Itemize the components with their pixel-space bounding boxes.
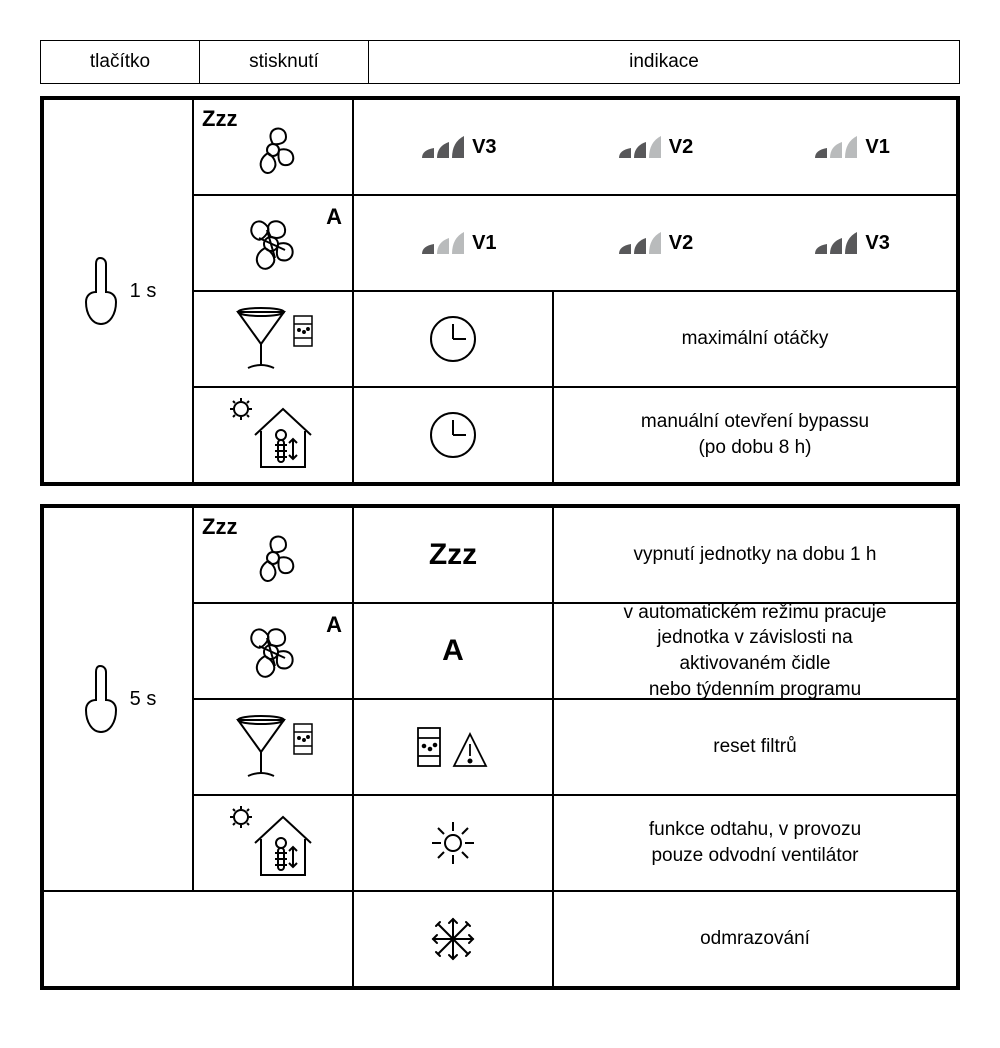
bars-2-icon (617, 134, 663, 160)
button-party-2 (193, 699, 353, 795)
empty-cell (43, 891, 353, 987)
snowflake-icon (428, 914, 478, 964)
desc-defrost: odmrazování (553, 891, 957, 987)
bars-2-icon (617, 230, 663, 256)
house-bypass-icon (225, 395, 321, 475)
button-zzz-fan-2: Zzz (193, 507, 353, 603)
press-short-label: 1 s (130, 280, 157, 303)
fan-auto-icon (237, 616, 309, 686)
button-bypass (193, 387, 353, 483)
desc-bypass: manuální otevření bypassu (po dobu 8 h) (553, 387, 957, 483)
speed-v1: V1 (813, 134, 889, 160)
indicator-a: A (353, 603, 553, 699)
fan-auto-icon (237, 208, 309, 278)
filter-warning-icon (408, 720, 498, 774)
speed-v3b: V3 (813, 230, 889, 256)
desc-auto: v automatickém režimu pracuje jednotka v… (553, 603, 957, 699)
speeds-row-inc: V1 V2 V3 (353, 195, 957, 291)
clock-indicator-2 (353, 387, 553, 483)
button-zzz-fan: Zzz (193, 99, 353, 195)
clock-indicator-1 (353, 291, 553, 387)
a-label: A (326, 612, 342, 638)
press-long-label: 5 s (130, 688, 157, 711)
desc-extract: funkce odtahu, v provozu pouze odvodní v… (553, 795, 957, 891)
speed-v2: V2 (617, 134, 693, 160)
zzz-label: Zzz (202, 514, 237, 540)
button-fan-auto-2: A (193, 603, 353, 699)
fan-icon (238, 115, 308, 180)
hand-icon (80, 660, 122, 738)
sun-icon (428, 818, 478, 868)
speed-v1b: V1 (420, 230, 496, 256)
speed-v2b: V2 (617, 230, 693, 256)
header-col2: stisknutí (200, 41, 369, 84)
indicator-sun (353, 795, 553, 891)
block-long-press: Zzz 5 s Zzz vypnutí jednotky na dobu 1 h (40, 504, 960, 990)
clock-icon (426, 312, 480, 366)
button-bypass-2 (193, 795, 353, 891)
header-col3: indikace (369, 41, 960, 84)
a-label: A (326, 204, 342, 230)
desc-reset: reset filtrů (553, 699, 957, 795)
bars-1-icon (420, 230, 466, 256)
zzz-label: Zzz (202, 106, 237, 132)
house-bypass-icon (225, 803, 321, 883)
indicator-filter-warn (353, 699, 553, 795)
desc-max: maximální otáčky (553, 291, 957, 387)
block-short-press: Zzz 1 s V3 (40, 96, 960, 486)
indicator-snowflake (353, 891, 553, 987)
desc-off1h: vypnutí jednotky na dobu 1 h (553, 507, 957, 603)
speed-v3: V3 (420, 134, 496, 160)
button-party (193, 291, 353, 387)
header-col1: tlačítko (41, 41, 200, 84)
bars-1-icon (813, 134, 859, 160)
button-fan-auto: A (193, 195, 353, 291)
fan-icon (238, 523, 308, 588)
press-short: 1 s (43, 99, 193, 483)
martini-filter-icon (228, 302, 318, 376)
bars-3-icon (813, 230, 859, 256)
speeds-row-dec: V3 V2 V1 (353, 99, 957, 195)
martini-filter-icon (228, 710, 318, 784)
indicator-zzz: Zzz (353, 507, 553, 603)
clock-icon (426, 408, 480, 462)
press-long: 5 s (43, 507, 193, 891)
header-table: tlačítko stisknutí indikace (40, 40, 960, 84)
bars-3-icon (420, 134, 466, 160)
hand-icon (80, 252, 122, 330)
